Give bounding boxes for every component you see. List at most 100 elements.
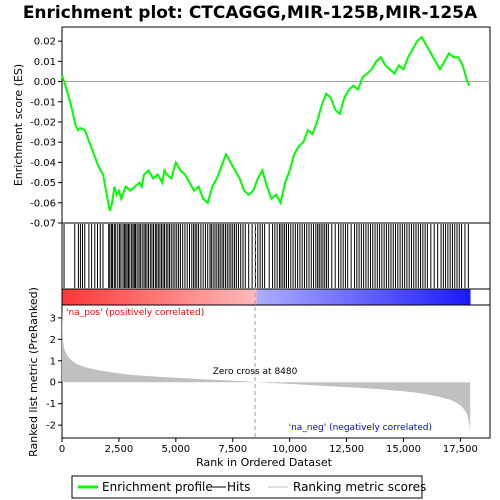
color-bar-segment (344, 289, 349, 305)
color-bar-segment (241, 289, 246, 305)
color-bar-segment (382, 289, 387, 305)
color-bar-segment (409, 289, 414, 305)
color-bar-segment (145, 289, 151, 305)
color-bar-segment (130, 289, 135, 305)
rank-y-tick-label: 3 (50, 313, 56, 324)
x-axis-label: Rank in Ordered Dataset (196, 456, 333, 469)
es-panel-frame (61, 26, 491, 224)
color-bar-segment (390, 289, 395, 305)
es-y-tick-label: -0.01 (30, 97, 56, 108)
negative-correlation-label: 'na_neg' (negatively correlated) (289, 423, 432, 433)
color-bar-segment (439, 289, 444, 305)
color-bar-segment (65, 289, 70, 305)
color-bar-segment (428, 289, 433, 305)
color-bar-segment (237, 289, 242, 305)
x-tick-label: 15,000 (386, 444, 421, 455)
es-y-tick-label: -0.03 (30, 138, 56, 149)
legend-hits-label: Hits (227, 480, 250, 494)
color-bar-segment (454, 289, 460, 305)
color-bar-segment (302, 289, 307, 305)
color-bar-segment (195, 289, 200, 305)
color-bar-segment (96, 289, 101, 305)
color-bar-segment (260, 289, 265, 305)
color-bar-segment (374, 289, 379, 305)
color-bar-segment (363, 289, 368, 305)
color-bar-segment (149, 289, 154, 305)
color-bar-segment (283, 289, 288, 305)
color-bar-segment (268, 289, 273, 305)
color-bar-segment (355, 289, 360, 305)
x-tick-label: 0 (59, 444, 65, 455)
color-bar-segment (367, 289, 372, 305)
color-bar-segment (111, 289, 116, 305)
color-bar-segment (157, 289, 162, 305)
positive-correlation-label: 'na_pos' (positively correlated) (66, 308, 204, 318)
es-axis-label: Enrichment score (ES) (12, 64, 25, 186)
x-tick-label: 5,000 (162, 444, 191, 455)
color-bar-segment (340, 289, 345, 305)
color-bar-segment (233, 289, 238, 305)
color-bar-segment (397, 289, 402, 305)
color-bar-segment (462, 289, 467, 305)
color-bar-segment (123, 289, 128, 305)
x-tick-label: 12,500 (329, 444, 364, 455)
color-bar-segment (199, 289, 204, 305)
color-bar-segment (279, 289, 284, 305)
legend-frame (71, 475, 423, 499)
color-bar-segment (371, 289, 376, 305)
color-bar-segment (275, 289, 280, 305)
color-bar-segment (325, 289, 330, 305)
legend-ranking-label: Ranking metric scores (293, 480, 426, 494)
color-bar-segment (443, 289, 448, 305)
legend-enrichment-label: Enrichment profile (102, 480, 213, 494)
enrichment-profile-line (61, 35, 471, 212)
color-bar-segment (378, 289, 383, 305)
color-bar-segment (77, 289, 82, 305)
rank-y-tick-label: -1 (46, 399, 56, 410)
color-bar-segment (245, 289, 250, 305)
color-bar-segment (184, 289, 189, 305)
es-y-tick-label: -0.05 (30, 178, 56, 189)
color-bar-segment (62, 289, 67, 305)
color-bar-segment (168, 289, 173, 305)
x-tick-label: 7,500 (218, 444, 247, 455)
chart-title: Enrichment plot: CTCAGGG,MIR-125B,MIR-12… (23, 3, 478, 23)
color-bar-segment (432, 289, 437, 305)
color-bar-segment (187, 289, 193, 305)
color-bar-segment (73, 289, 78, 305)
color-bar-segment (298, 289, 303, 305)
color-bar-segment (191, 289, 196, 305)
color-bar-segment (317, 289, 322, 305)
x-axis: 0 2,500 5,000 7,500 10,000 12,500 15,000 17,500 (59, 438, 478, 455)
color-bar-segment (393, 289, 399, 305)
color-bar-segment (226, 289, 231, 305)
color-bar-segment (165, 289, 170, 305)
color-bar-segment (313, 289, 318, 305)
rank-y-tick-label: 0 (50, 378, 56, 389)
x-tick-label: 2,500 (105, 444, 134, 455)
es-y-tick-label: -0.04 (30, 158, 56, 169)
color-bar-segment (69, 289, 74, 305)
ranking-panel-frame (61, 304, 491, 439)
rank-y-tick-label: 1 (50, 356, 56, 367)
color-bar-segment (351, 289, 357, 305)
es-y-tick-label: -0.07 (30, 219, 56, 230)
color-bar-segment (424, 289, 429, 305)
color-bar-segment (214, 289, 219, 305)
color-bar-segment (405, 289, 410, 305)
es-y-tick-label: -0.02 (30, 117, 56, 128)
color-bar-segment (416, 289, 421, 305)
color-bar-segment (126, 289, 131, 305)
color-bar-segment (447, 289, 452, 305)
color-bar-segment (107, 289, 112, 305)
color-bar-segment (294, 289, 299, 305)
color-bar-segment (210, 289, 215, 305)
color-bar-segment (203, 289, 208, 305)
color-bar-segment (92, 289, 97, 305)
color-bar-segment (218, 289, 223, 305)
color-bar-segment (264, 289, 269, 305)
es-y-tick-label: 0.01 (34, 57, 56, 68)
es-y-tick-label: 0.00 (34, 77, 56, 88)
color-bar-segment (134, 289, 139, 305)
